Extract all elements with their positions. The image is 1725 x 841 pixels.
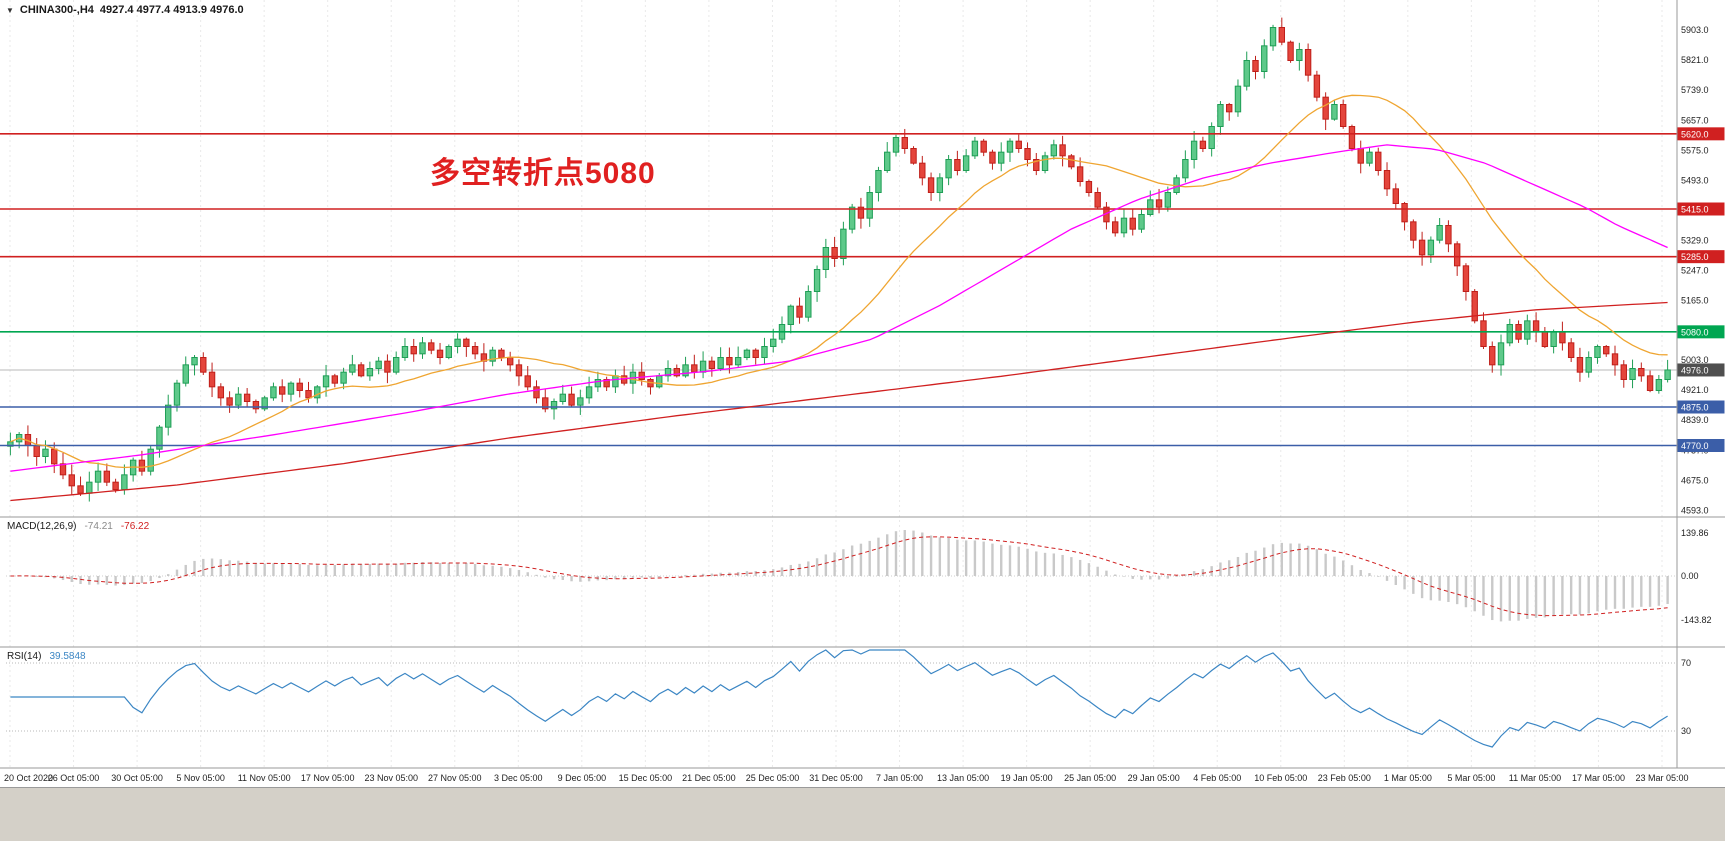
svg-text:5003.0: 5003.0 <box>1681 355 1709 365</box>
svg-text:23 Nov 05:00: 23 Nov 05:00 <box>364 773 418 783</box>
price-level-badges: 5620.0 5415.0 5285.0 5080.0 4976.0 4875.0 4770… <box>1677 127 1725 452</box>
svg-text:4593.0: 4593.0 <box>1681 505 1709 515</box>
overlay-ma-fast <box>10 94 1668 469</box>
svg-text:31 Dec 05:00: 31 Dec 05:00 <box>809 773 863 783</box>
svg-text:-143.82: -143.82 <box>1681 615 1712 625</box>
macd-title: MACD(12,26,9) <box>7 521 77 532</box>
svg-text:13 Jan 05:00: 13 Jan 05:00 <box>937 773 989 783</box>
svg-text:29 Jan 05:00: 29 Jan 05:00 <box>1128 773 1180 783</box>
symbol-period-label: CHINA300-,H4 <box>19 4 94 16</box>
svg-text:7 Jan 05:00: 7 Jan 05:00 <box>876 773 923 783</box>
svg-text:30: 30 <box>1681 726 1691 736</box>
svg-text:4921.0: 4921.0 <box>1681 385 1709 395</box>
svg-text:20 Oct 2020: 20 Oct 2020 <box>4 773 53 783</box>
macd-signal-line <box>10 536 1668 617</box>
svg-text:4675.0: 4675.0 <box>1681 475 1709 485</box>
svg-text:5080.0: 5080.0 <box>1681 327 1709 337</box>
rsi-title: RSI(14) <box>7 651 42 662</box>
svg-text:5165.0: 5165.0 <box>1681 296 1709 306</box>
rsi-indicator-label: RSI(14) 39.5848 <box>7 651 86 662</box>
svg-text:4976.0: 4976.0 <box>1681 365 1709 375</box>
macd-main-value: -74.21 <box>84 521 113 532</box>
svg-text:10 Feb 05:00: 10 Feb 05:00 <box>1254 773 1307 783</box>
rsi-axis-labels: 70 30 <box>1681 658 1691 736</box>
panel-separators <box>0 0 1725 769</box>
svg-text:5285.0: 5285.0 <box>1681 252 1709 262</box>
svg-text:5620.0: 5620.0 <box>1681 129 1709 139</box>
svg-text:15 Dec 05:00: 15 Dec 05:00 <box>619 773 673 783</box>
svg-text:5739.0: 5739.0 <box>1681 85 1709 95</box>
svg-text:5903.0: 5903.0 <box>1681 25 1709 35</box>
macd-signal-value: -76.22 <box>120 521 150 532</box>
window-footer <box>0 787 1725 841</box>
svg-text:27 Nov 05:00: 27 Nov 05:00 <box>428 773 482 783</box>
svg-text:139.86: 139.86 <box>1681 528 1709 538</box>
svg-text:4839.0: 4839.0 <box>1681 415 1709 425</box>
overlay-ma-medium <box>10 144 1668 472</box>
svg-text:5 Nov 05:00: 5 Nov 05:00 <box>176 773 225 783</box>
rsi-value: 39.5848 <box>49 651 86 662</box>
svg-text:17 Nov 05:00: 17 Nov 05:00 <box>301 773 355 783</box>
time-gridlines <box>9 0 1663 768</box>
svg-text:3 Dec 05:00: 3 Dec 05:00 <box>494 773 543 783</box>
svg-text:4770.0: 4770.0 <box>1681 441 1709 451</box>
svg-text:23 Feb 05:00: 23 Feb 05:00 <box>1318 773 1371 783</box>
ohlc-values: 4927.4 4977.4 4913.9 4976.0 <box>99 4 244 16</box>
svg-text:5415.0: 5415.0 <box>1681 205 1709 215</box>
svg-text:11 Mar 05:00: 11 Mar 05:00 <box>1509 773 1561 783</box>
svg-text:21 Dec 05:00: 21 Dec 05:00 <box>682 773 736 783</box>
macd-axis-labels: 139.86 0.00 -143.82 <box>1681 528 1712 625</box>
svg-text:1 Mar 05:00: 1 Mar 05:00 <box>1384 773 1432 783</box>
svg-text:17 Mar 05:00: 17 Mar 05:00 <box>1572 773 1625 783</box>
svg-text:5575.0: 5575.0 <box>1681 145 1709 155</box>
annotation-text: 多空转折点5080 <box>430 157 656 190</box>
collapse-triangle-icon[interactable]: ▼ <box>6 5 14 15</box>
svg-text:5821.0: 5821.0 <box>1681 55 1709 65</box>
svg-text:5329.0: 5329.0 <box>1681 236 1709 246</box>
svg-text:23 Mar 05:00: 23 Mar 05:00 <box>1635 773 1688 783</box>
svg-text:30 Oct 05:00: 30 Oct 05:00 <box>111 773 163 783</box>
svg-text:5657.0: 5657.0 <box>1681 115 1709 125</box>
svg-text:9 Dec 05:00: 9 Dec 05:00 <box>558 773 607 783</box>
macd-histogram <box>6 530 1677 622</box>
svg-text:4875.0: 4875.0 <box>1681 403 1709 413</box>
svg-text:19 Jan 05:00: 19 Jan 05:00 <box>1001 773 1053 783</box>
svg-text:5247.0: 5247.0 <box>1681 266 1709 276</box>
svg-text:11 Nov 05:00: 11 Nov 05:00 <box>238 773 291 783</box>
svg-text:26 Oct 05:00: 26 Oct 05:00 <box>48 773 100 783</box>
price-level-lines <box>0 133 1677 447</box>
chart-symbol-header: ▼ CHINA300-,H4 4927.4 4977.4 4913.9 4976… <box>6 4 244 16</box>
svg-text:5493.0: 5493.0 <box>1681 175 1709 185</box>
candlestick-series <box>7 17 1671 502</box>
moving-averages <box>10 94 1668 502</box>
svg-text:0.00: 0.00 <box>1681 571 1699 581</box>
svg-text:4 Feb 05:00: 4 Feb 05:00 <box>1193 773 1241 783</box>
overlay-ma-slow <box>10 301 1668 502</box>
macd-indicator-label: MACD(12,26,9) -74.21 -76.22 <box>7 521 149 532</box>
svg-text:70: 70 <box>1681 658 1691 668</box>
svg-text:25 Dec 05:00: 25 Dec 05:00 <box>746 773 800 783</box>
svg-text:25 Jan 05:00: 25 Jan 05:00 <box>1064 773 1116 783</box>
svg-text:5 Mar 05:00: 5 Mar 05:00 <box>1447 773 1495 783</box>
rsi-panel-content <box>6 649 1677 748</box>
